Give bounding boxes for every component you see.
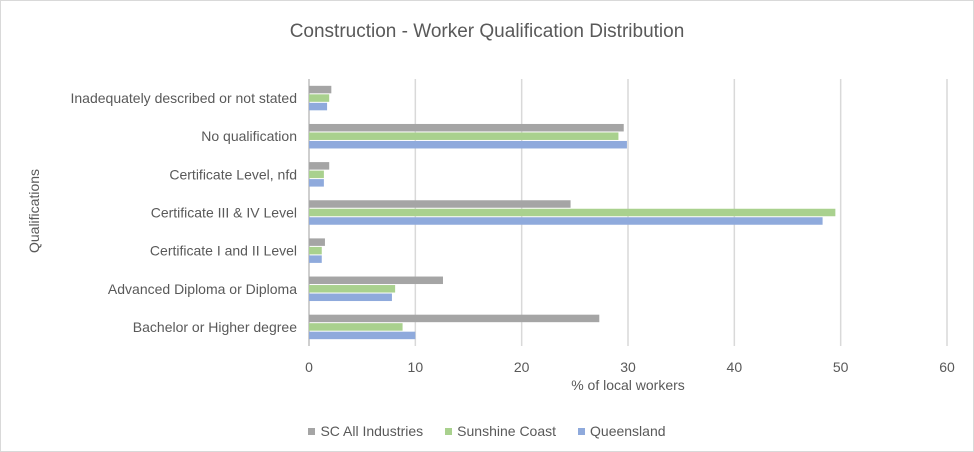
legend-label: Queensland: [590, 423, 666, 439]
y-tick-label: Certificate III & IV Level: [151, 205, 297, 221]
bar-sc-all-industries: [309, 123, 624, 132]
bar-queensland: [309, 179, 324, 187]
x-tick-label: 40: [727, 359, 743, 375]
bar-queensland: [309, 255, 322, 263]
x-tick-label: 50: [833, 359, 849, 375]
plot-area: 0 10 20 30 40 50 60 Inadequately described or n…: [71, 79, 955, 375]
legend-item: Sunshine Coast: [445, 423, 556, 439]
legend-label: Sunshine Coast: [457, 423, 557, 439]
bar-queensland: [309, 293, 392, 302]
bar-queensland: [309, 102, 328, 111]
x-tick-label: 60: [939, 359, 955, 375]
y-tick-label: Certificate I and II Level: [150, 243, 297, 259]
y-tick-label: Certificate Level, nfd: [169, 166, 297, 182]
bar-sc-all-industries: [309, 162, 330, 170]
y-tick-label: Bachelor or Higher degree: [133, 319, 297, 335]
x-tick-label: 20: [514, 359, 530, 375]
bar-sunshine-coast: [309, 132, 619, 140]
bar-sc-all-industries: [309, 200, 571, 208]
bar-sc-all-industries: [309, 85, 332, 94]
legend-label: SC All Industries: [320, 423, 424, 439]
x-tick-label: 30: [620, 359, 636, 375]
x-tick-label: 10: [408, 359, 424, 375]
legend: SC All Industries Sunshine Coast Queensl…: [1, 423, 973, 439]
bar-sunshine-coast: [309, 208, 836, 217]
chart-title: Construction - Worker Qualification Dist…: [289, 21, 685, 42]
bar-sunshine-coast: [309, 94, 330, 102]
y-tick-label: No qualification: [201, 128, 297, 144]
y-tick-label: Inadequately described or not stated: [71, 90, 298, 106]
legend-swatch: [308, 427, 316, 435]
x-tick-label: 0: [305, 359, 313, 375]
legend-item: Queensland: [578, 423, 666, 439]
bar-sunshine-coast: [309, 323, 403, 331]
legend-item: SC All Industries: [308, 423, 423, 439]
x-axis-label: % of local workers: [571, 377, 685, 393]
bar-sunshine-coast: [309, 285, 396, 293]
bar-sunshine-coast: [309, 170, 324, 179]
bar-queensland: [309, 140, 627, 149]
bar-sc-all-industries: [309, 276, 443, 285]
bar-queensland: [309, 217, 823, 225]
y-tick-label: Advanced Diploma or Diploma: [108, 281, 297, 297]
legend-swatch: [445, 427, 453, 435]
bar-sunshine-coast: [309, 246, 322, 255]
legend-swatch: [578, 427, 586, 435]
bar-queensland: [309, 331, 416, 340]
bar-sc-all-industries: [309, 238, 325, 246]
bar-sc-all-industries: [309, 314, 600, 323]
